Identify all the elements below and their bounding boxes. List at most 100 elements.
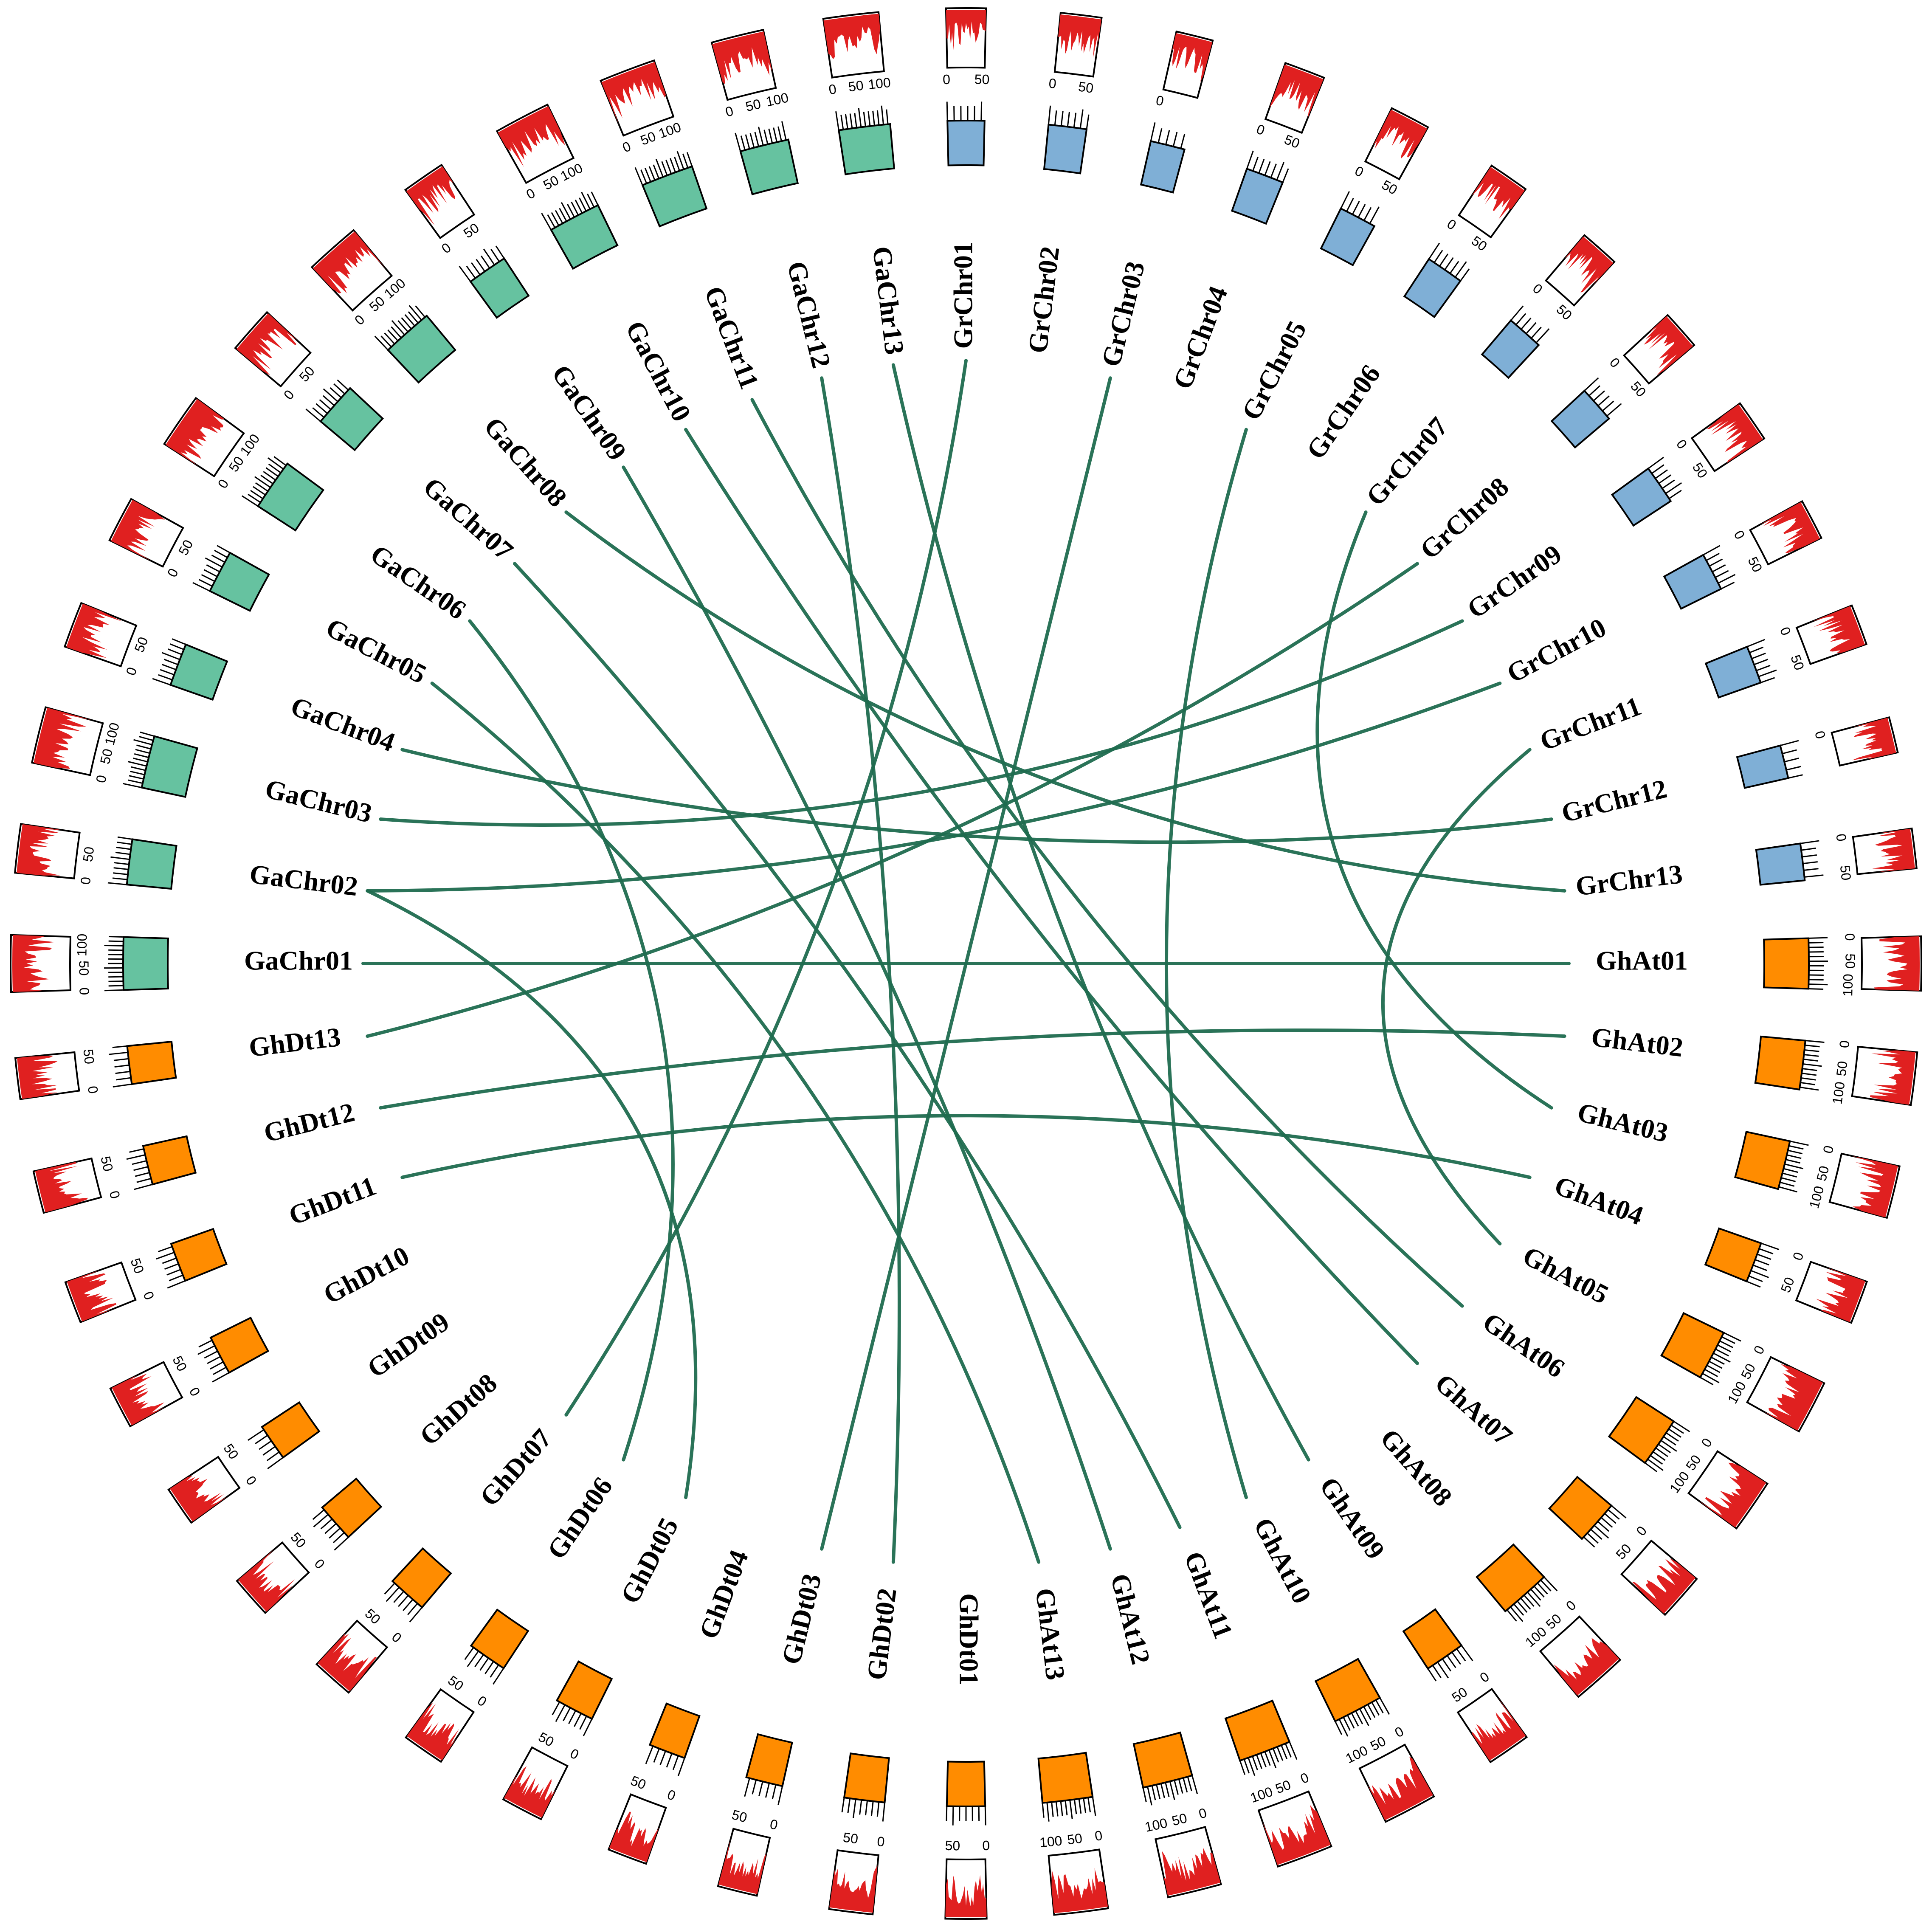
axis-tick: [1781, 1177, 1796, 1182]
axis-tick: [1427, 1668, 1437, 1682]
axis-tick: [1723, 1332, 1741, 1342]
axis-tick: [265, 467, 279, 477]
ideogram-block: [648, 1702, 701, 1759]
gene-density-histogram: [166, 399, 224, 466]
gene-density-histogram: [823, 14, 880, 59]
tick-label: 0: [1836, 1040, 1852, 1048]
axis-tick: [870, 1801, 874, 1816]
gene-density-histogram: [498, 106, 565, 167]
axis-tick: [135, 1172, 150, 1177]
chromosome-ghdt01: 0 50 GhDt01: [944, 1593, 990, 1920]
axis-tick: [474, 1654, 484, 1668]
axis-tick: [682, 153, 689, 168]
axis-tick: [876, 1802, 880, 1817]
axis-tick: [560, 202, 571, 220]
axis-tick: [117, 841, 132, 845]
axis-tick: [575, 199, 583, 214]
axis-tick: [266, 1451, 280, 1461]
axis-tick: [1805, 1040, 1825, 1043]
tick-label: 0: [1812, 729, 1828, 741]
axis-tick: [312, 407, 324, 418]
synteny-link: [366, 562, 1419, 1038]
axis-tick: [1673, 1420, 1690, 1432]
axis-tick: [1753, 1264, 1767, 1271]
gene-density-histogram: [66, 603, 123, 658]
axis-tick: [113, 1083, 132, 1088]
axis-tick: [686, 152, 693, 167]
tick-label: 0: [1563, 1597, 1579, 1614]
axis-tick: [1517, 1600, 1528, 1613]
axis-tick: [1543, 1576, 1558, 1592]
density-frame: [1539, 1615, 1622, 1698]
axis-tick: [166, 1269, 181, 1276]
axis-tick: [333, 383, 345, 394]
axis-tick: [211, 555, 225, 563]
gene-density-histogram: [945, 1875, 987, 1917]
tick-label: 50: [1613, 1541, 1634, 1563]
axis-tick: [117, 836, 132, 840]
tick-label: 0: [1155, 93, 1165, 109]
tick-label: 50: [1837, 865, 1854, 881]
ideogram-block: [126, 1040, 177, 1085]
tick-label: 50: [1777, 1275, 1797, 1295]
tick-label: 0: [1530, 281, 1546, 297]
axis-tick: [1456, 1648, 1466, 1662]
axis-tick: [255, 482, 268, 492]
ideogram-block: [1231, 167, 1284, 225]
axis-tick: [108, 980, 124, 982]
tick-label: 50: [131, 635, 151, 654]
axis-tick: [207, 1356, 221, 1364]
axis-tick: [1540, 1579, 1552, 1592]
axis-tick: [158, 674, 173, 681]
axis-tick: [648, 166, 656, 180]
tick-label: 100: [1725, 1379, 1749, 1406]
chromosome-label: GhAt01: [1596, 946, 1688, 976]
axis-tick: [1442, 1658, 1451, 1672]
axis-tick: [464, 1647, 474, 1660]
axis-tick: [555, 210, 563, 224]
axis-tick: [250, 490, 263, 499]
chromosome-grchr05: 0 50 GrChr05: [1236, 107, 1429, 425]
chromosome-grchr13: 0 50 GrChr13: [1574, 827, 1918, 902]
axis-tick: [104, 944, 124, 947]
ideogram-block: [1403, 258, 1462, 318]
axis-tick: [408, 311, 419, 324]
axis-tick: [758, 127, 764, 146]
chromosome-label: GaChr01: [244, 946, 353, 976]
chromosome-ghdt02: 0 50 GhDt02: [828, 1586, 902, 1916]
axis-tick: [1347, 1715, 1355, 1729]
tick-label: 50: [1745, 554, 1765, 575]
axis-tick: [263, 471, 276, 481]
axis-tick: [466, 265, 476, 279]
axis-tick: [847, 1798, 851, 1813]
axis-tick: [1584, 377, 1599, 392]
axis-tick: [1786, 1159, 1800, 1164]
gene-density-histogram: [1870, 1050, 1916, 1105]
gene-density-histogram: [111, 500, 165, 561]
axis-tick: [655, 159, 664, 177]
ideogram-block: [1763, 937, 1810, 990]
axis-tick: [1715, 570, 1729, 578]
chromosome-label: GrChr11: [1536, 691, 1645, 757]
tick-label: 50: [366, 293, 388, 315]
axis-tick: [112, 1045, 127, 1048]
ideogram-block: [1314, 1657, 1381, 1723]
gene-density-histogram: [407, 1702, 459, 1761]
chromosome-label: GaChr02: [248, 859, 360, 902]
chromosome-label: GhDt06: [541, 1472, 618, 1565]
chromosome-grchr08: 0 50 GrChr08: [1414, 314, 1695, 565]
axis-tick: [1608, 1509, 1620, 1520]
chromosome-label: GhDt09: [362, 1307, 455, 1384]
axis-tick: [841, 1797, 845, 1813]
chromosome-label: GhAt12: [1105, 1571, 1156, 1668]
axis-tick: [380, 335, 392, 348]
tick-label: 100: [656, 119, 683, 141]
axis-tick: [1434, 250, 1443, 263]
chromosome-label: GhAt11: [1178, 1547, 1239, 1643]
axis-tick: [1721, 581, 1735, 590]
tick-label: 50: [296, 363, 318, 385]
axis-tick: [676, 151, 684, 170]
axis-tick: [1289, 1741, 1298, 1760]
